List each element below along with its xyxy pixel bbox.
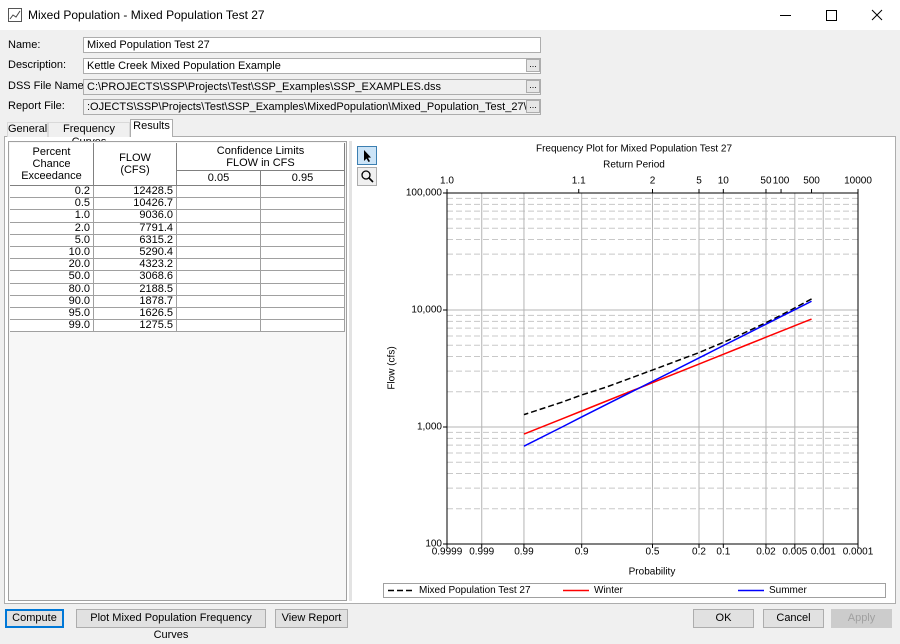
close[interactable] — [871, 9, 883, 21]
table-cell: 1275.5 — [94, 320, 177, 333]
table-cell-empty — [261, 247, 345, 260]
column-header: FLOW (CFS) — [94, 143, 177, 186]
arrow-icon — [364, 150, 371, 162]
table-cell-empty — [261, 283, 345, 296]
column-header: 0.05 — [177, 171, 261, 186]
column-header: Confidence Limits FLOW in CFS — [177, 143, 345, 171]
table-cell-empty — [261, 308, 345, 321]
table-cell: 99.0 — [10, 320, 94, 333]
table-cell: 1.0 — [10, 210, 94, 223]
table-cell: 1878.7 — [94, 295, 177, 308]
table-cell-empty — [261, 320, 345, 333]
table-cell-empty — [261, 222, 345, 235]
table-cell: 80.0 — [10, 283, 94, 296]
table-cell-empty — [261, 186, 345, 199]
apply-button: Apply — [831, 609, 892, 628]
zoom-icon-handle — [368, 177, 374, 183]
table-cell: 10426.7 — [94, 198, 177, 211]
table-cell-empty — [261, 198, 345, 211]
splitter[interactable] — [349, 141, 352, 601]
plot-button[interactable]: Plot Mixed Population Frequency Curves — [76, 609, 266, 641]
table-cell-empty — [177, 222, 261, 235]
table-cell: 1626.5 — [94, 308, 177, 321]
table-cell-empty — [177, 247, 261, 260]
table-cell-empty — [177, 283, 261, 296]
table-cell-empty — [177, 320, 261, 333]
table-cell: 20.0 — [10, 259, 94, 272]
plot-toolbar — [357, 146, 377, 186]
field-label: Name: — [8, 39, 41, 51]
description-input[interactable]: Kettle Creek Mixed Population Example — [83, 58, 541, 74]
table-cell-empty — [177, 259, 261, 272]
field-label: DSS File Name: — [8, 80, 87, 92]
table-cell-empty — [177, 186, 261, 199]
table-cell: 7791.4 — [94, 222, 177, 235]
table-cell: 10.0 — [10, 247, 94, 260]
table-cell: 5290.4 — [94, 247, 177, 260]
dss-file-input[interactable]: C:\PROJECTS\SSP\Projects\Test\SSP_Exampl… — [83, 79, 541, 95]
table-cell: 6315.2 — [94, 234, 177, 247]
tab[interactable]: Results — [130, 119, 173, 137]
column-header: 0.95 — [261, 171, 345, 186]
table-cell-empty — [177, 198, 261, 211]
ok-button[interactable]: OK — [693, 609, 754, 628]
report-file-input[interactable]: :OJECTS\SSP\Projects\Test\SSP_Examples\M… — [83, 99, 541, 115]
zoom-tool[interactable] — [357, 167, 377, 186]
tab[interactable]: General — [7, 122, 48, 137]
window-controls[interactable] — [770, 0, 900, 30]
table-cell-empty — [261, 271, 345, 284]
table-cell: 3068.6 — [94, 271, 177, 284]
title-bar: Mixed Population - Mixed Population Test… — [0, 0, 900, 30]
browse-button[interactable]: ... — [526, 100, 540, 113]
table-cell-empty — [177, 210, 261, 223]
browse-button[interactable]: ... — [526, 59, 540, 72]
table-cell: 90.0 — [10, 295, 94, 308]
table-cell-empty — [261, 295, 345, 308]
table-cell: 95.0 — [10, 308, 94, 321]
table-cell: 9036.0 — [94, 210, 177, 223]
table-cell: 4323.2 — [94, 259, 177, 272]
table-cell: 2188.5 — [94, 283, 177, 296]
field-label: Description: — [8, 59, 67, 71]
table-cell: 5.0 — [10, 234, 94, 247]
table-cell-empty — [177, 308, 261, 321]
table-cell: 50.0 — [10, 271, 94, 284]
zoom-icon — [361, 170, 371, 180]
table-cell: 0.5 — [10, 198, 94, 211]
table-cell-empty — [261, 234, 345, 247]
maximize[interactable] — [826, 10, 837, 21]
table-cell: 0.2 — [10, 186, 94, 199]
table-cell-empty — [261, 210, 345, 223]
table-cell: 12428.5 — [94, 186, 177, 199]
table-cell-empty — [177, 271, 261, 284]
cancel-button[interactable]: Cancel — [763, 609, 824, 628]
table-cell-empty — [177, 295, 261, 308]
column-header: Percent Chance Exceedance — [10, 143, 94, 186]
table-cell: 2.0 — [10, 222, 94, 235]
compute-button[interactable]: Compute — [5, 609, 64, 628]
table-cell-empty — [261, 259, 345, 272]
browse-button[interactable]: ... — [526, 80, 540, 93]
tab[interactable]: Frequency Curves — [48, 122, 130, 148]
field-label: Report File: — [8, 100, 65, 112]
app-icon — [8, 8, 22, 22]
name-input[interactable]: Mixed Population Test 27 — [83, 37, 541, 53]
window-title: Mixed Population - Mixed Population Test… — [28, 8, 265, 22]
table-cell-empty — [177, 234, 261, 247]
view-report-button[interactable]: View Report — [275, 609, 348, 628]
